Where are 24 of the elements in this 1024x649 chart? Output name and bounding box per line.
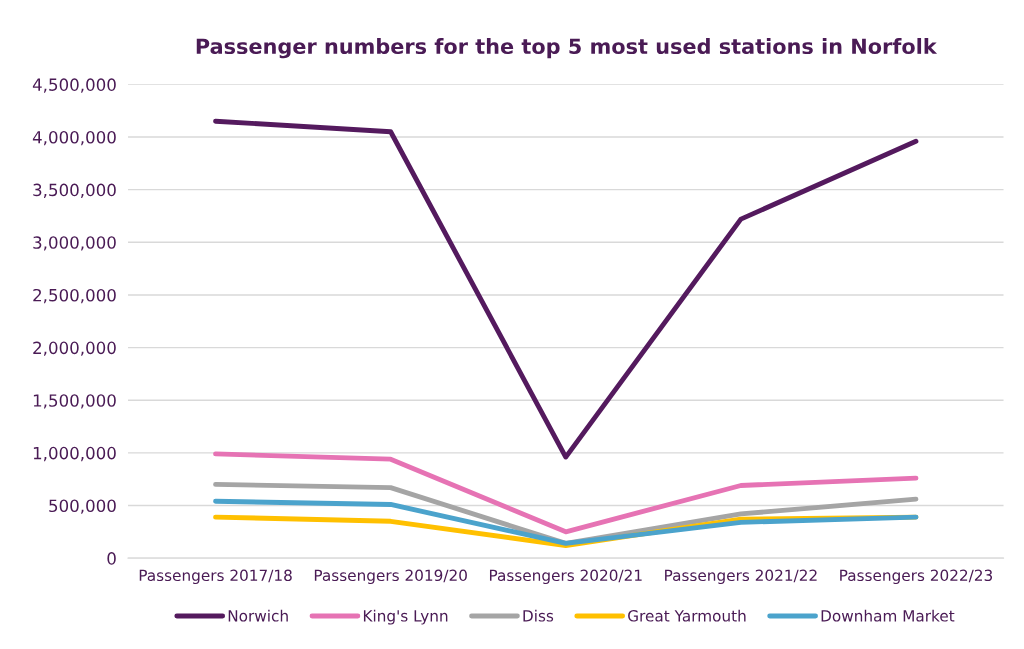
legend-label: King's Lynn (363, 609, 448, 625)
line-series (213, 451, 919, 535)
y-tick-label: 1,500,000 (33, 394, 116, 409)
x-tick-label: Passengers 2017/18 (139, 569, 292, 585)
y-tick-label: 3,500,000 (33, 183, 116, 198)
x-tick-label: Passengers 2019/20 (314, 569, 467, 585)
y-tick-label: 0 (107, 552, 116, 565)
legend-label: Great Yarmouth (628, 609, 746, 622)
y-tick-label: 2,500,000 (33, 288, 116, 304)
line-series (213, 118, 919, 460)
x-tick-label: Passengers 2022/23 (840, 569, 993, 585)
y-tick-label: 4,000,000 (32, 130, 116, 146)
y-tick-label: 4,500,000 (32, 78, 116, 93)
y-tick-label: 1,000,000 (33, 446, 116, 462)
y-tick-label: 500,000 (49, 499, 116, 514)
y-tick-label: 3,000,000 (33, 236, 116, 251)
legend-label: Downham Market (821, 609, 955, 622)
chart-title: Passenger numbers for the top 5 most used stations in Norfolk (196, 37, 938, 59)
x-tick-label: Passengers 2021/22 (665, 569, 817, 585)
y-tick-label: 2,000,000 (33, 341, 116, 356)
legend-label: Diss (523, 609, 554, 622)
line-series (213, 498, 919, 546)
legend-label: Norwich (228, 609, 288, 622)
x-tick-label: Passengers 2020/21 (489, 569, 642, 585)
